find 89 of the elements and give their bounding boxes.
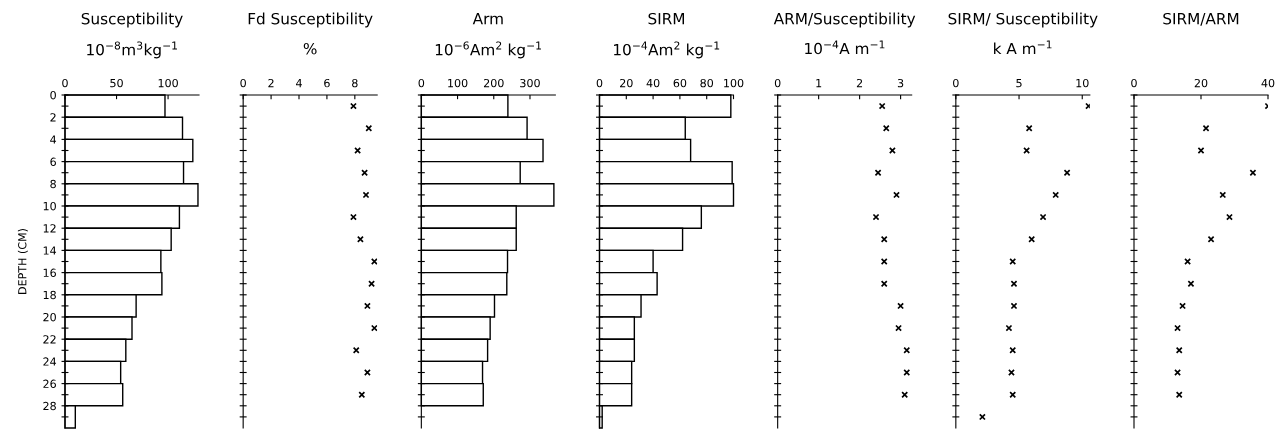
chart-subtitle: % bbox=[303, 42, 317, 55]
point bbox=[882, 124, 890, 132]
y-tick-label: 16 bbox=[43, 268, 56, 277]
y-tick-label: 28 bbox=[43, 401, 56, 411]
x-tick-label: 0 bbox=[953, 78, 959, 88]
point bbox=[903, 346, 911, 354]
x-tick-label: 5 bbox=[1016, 79, 1022, 88]
x-tick-label: 0 bbox=[1131, 78, 1137, 88]
chart-subtitle: 10$^{−4}$Am$^{2}$ kg$^{−1}$ bbox=[614, 41, 720, 59]
point bbox=[1039, 213, 1047, 221]
point bbox=[880, 280, 888, 288]
x-tick-label: 40 bbox=[1261, 78, 1275, 88]
chart-title: ARM/Susceptibility bbox=[773, 12, 916, 28]
point bbox=[361, 169, 369, 177]
x-tick-label: 0 bbox=[62, 78, 68, 88]
x-tick-label: 1 bbox=[816, 79, 822, 88]
point bbox=[1023, 147, 1031, 154]
chart-subtitle: 10$^{−6}$Am$^{2}$ kg$^{−1}$ bbox=[435, 41, 541, 59]
x-tick-label: 20 bbox=[1194, 78, 1208, 88]
point bbox=[370, 258, 378, 265]
point bbox=[1174, 369, 1181, 376]
chart-subtitle: 10$^{−8}$m$^{3}$kg$^{−1}$ bbox=[87, 41, 177, 59]
y-tick-label: 14 bbox=[43, 246, 57, 255]
point bbox=[880, 235, 888, 243]
x-tick-label: 0 bbox=[240, 78, 246, 88]
point bbox=[1028, 235, 1036, 243]
y-tick-label: 4 bbox=[50, 135, 57, 144]
y-axis-title: DEPTH (CM) bbox=[17, 228, 28, 294]
chart-title: SIRM/ARM bbox=[1163, 12, 1239, 26]
x-tick-label: 50 bbox=[110, 78, 123, 88]
point bbox=[1175, 391, 1183, 399]
chart-title: SIRM/ Susceptibility bbox=[948, 12, 1098, 28]
x-tick-label: 80 bbox=[700, 78, 714, 88]
y-tick-label: 12 bbox=[43, 224, 56, 233]
x-tick-label: 6 bbox=[324, 78, 330, 88]
point bbox=[872, 213, 880, 221]
y-tick-label: 6 bbox=[50, 157, 56, 166]
x-tick-label: 10 bbox=[1076, 78, 1089, 88]
y-tick-label: 2 bbox=[50, 113, 56, 122]
x-tick-label: 100 bbox=[724, 78, 744, 88]
point bbox=[363, 369, 371, 376]
chart-title: Susceptibility bbox=[81, 12, 183, 28]
x-tick-label: 40 bbox=[646, 78, 660, 88]
y-tick-label: 18 bbox=[43, 290, 56, 300]
x-tick-label: 4 bbox=[296, 79, 302, 88]
x-tick-label: 0 bbox=[418, 78, 425, 88]
point bbox=[1175, 346, 1183, 354]
x-tick-label: 100 bbox=[448, 78, 468, 88]
x-tick-label: 0 bbox=[774, 78, 781, 88]
point bbox=[1184, 258, 1192, 265]
x-tick-label: 300 bbox=[520, 78, 540, 88]
point bbox=[358, 391, 366, 399]
chart-subtitle: k A m$^{−1}$ bbox=[994, 40, 1052, 55]
y-tick-label: 24 bbox=[43, 357, 57, 366]
chart-title: Arm bbox=[472, 13, 503, 25]
point bbox=[362, 191, 370, 199]
x-tick-label: 8 bbox=[352, 78, 358, 88]
y-tick-label: 26 bbox=[43, 379, 56, 388]
x-tick-label: 2 bbox=[268, 78, 274, 88]
point bbox=[1005, 324, 1013, 332]
chart-title: SIRM bbox=[648, 12, 685, 25]
point bbox=[1219, 191, 1227, 199]
point bbox=[368, 280, 376, 288]
x-tick-label: 60 bbox=[673, 78, 687, 88]
y-tick-label: 22 bbox=[43, 335, 56, 344]
x-tick-label: 20 bbox=[620, 78, 633, 88]
point bbox=[352, 346, 360, 354]
chart-title: Fd Susceptibility bbox=[248, 12, 373, 28]
point bbox=[354, 147, 362, 154]
x-tick-label: 200 bbox=[483, 78, 504, 88]
point bbox=[878, 102, 886, 110]
y-tick-label: 20 bbox=[43, 312, 56, 322]
y-tick-label: 0 bbox=[50, 90, 56, 100]
x-tick-label: 0 bbox=[596, 78, 603, 88]
chart-subtitle: 10$^{−4}$A m$^{−1}$ bbox=[805, 40, 885, 55]
point bbox=[365, 124, 373, 132]
x-tick-label: 3 bbox=[897, 78, 904, 88]
y-tick-label: 8 bbox=[50, 179, 56, 189]
point bbox=[356, 235, 364, 243]
point bbox=[888, 147, 896, 154]
point bbox=[1008, 369, 1015, 376]
point bbox=[1009, 391, 1017, 399]
x-tick-label: 2 bbox=[856, 78, 863, 88]
point bbox=[1010, 302, 1018, 310]
y-tick-label: 10 bbox=[43, 201, 56, 211]
x-tick-label: 100 bbox=[158, 78, 178, 88]
point bbox=[1009, 346, 1017, 354]
point bbox=[901, 391, 909, 399]
point bbox=[1025, 124, 1033, 132]
